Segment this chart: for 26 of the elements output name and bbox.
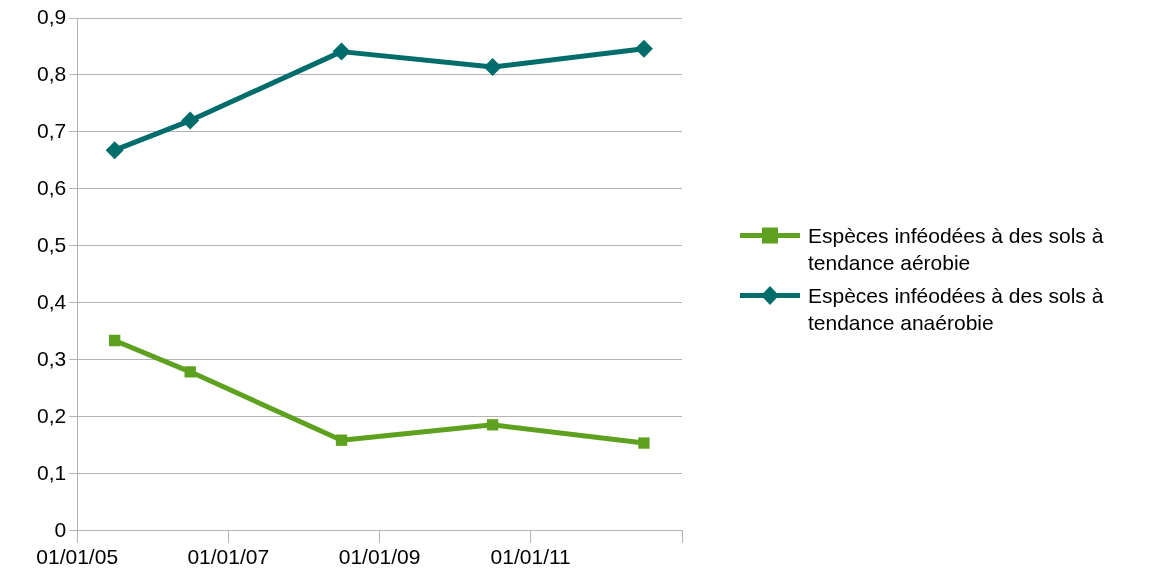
y-tick-label: 0,7	[36, 118, 67, 142]
point	[335, 434, 348, 446]
y-tick-label: 0,2	[36, 403, 67, 427]
point	[105, 141, 124, 160]
y-tick-label: 0,4	[36, 289, 67, 313]
point	[332, 42, 351, 61]
legend-label: Espèces inféodées à des sols à tendance anaérobie	[808, 283, 1105, 336]
x-tick-label: 01/01/11	[490, 545, 571, 569]
x-tick-label: 01/01/05	[36, 545, 119, 569]
legend-label: Espèces inféodées à des sols à tendance aérobie	[808, 223, 1105, 276]
point	[638, 437, 650, 449]
point	[109, 334, 121, 347]
y-tick-label: 0,9	[36, 4, 67, 28]
y-tick-label: 0,5	[36, 232, 67, 256]
y-tick-label: 0,3	[36, 346, 67, 370]
y-tick-label: 0,6	[36, 175, 67, 199]
point	[634, 39, 653, 58]
point	[184, 366, 196, 378]
x-tick-label: 01/01/09	[338, 545, 421, 569]
y-tick-label: 0	[54, 517, 67, 541]
x-tick-label: 01/01/07	[187, 545, 270, 569]
y-tick-label: 0,1	[36, 460, 67, 484]
point	[486, 419, 499, 431]
point	[181, 111, 200, 130]
y-tick-label: 0,8	[36, 61, 67, 85]
point	[483, 58, 502, 76]
